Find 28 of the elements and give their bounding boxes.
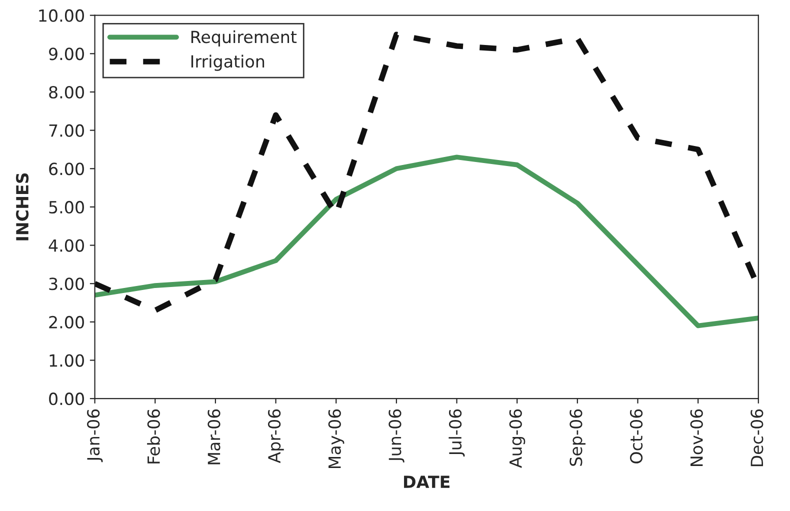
- legend-label: Requirement: [191, 30, 297, 46]
- y-axis-title: INCHES: [16, 173, 29, 240]
- x-tick-label: Jul-06: [448, 409, 465, 456]
- x-tick-label: Nov-06: [690, 409, 703, 466]
- x-tick-label: Aug-06: [509, 409, 526, 468]
- y-tick-label: 9.00: [49, 48, 84, 60]
- y-tick-label: 8.00: [49, 86, 84, 99]
- x-axis-title: DATE: [404, 476, 450, 488]
- legend-label: Irrigation: [191, 54, 264, 71]
- x-tick-label: Sep-06: [570, 409, 586, 466]
- x-tick-label: Oct-06: [630, 409, 643, 464]
- y-tick-label: 1.00: [50, 354, 84, 367]
- y-tick-label: 2.00: [49, 316, 84, 328]
- line-series: [94, 154, 758, 328]
- y-tick-label: 6.00: [49, 162, 84, 176]
- x-tick-label: Feb-06: [147, 409, 160, 464]
- y-tick-label: 0.00: [49, 392, 84, 406]
- y-tick-label: 3.00: [49, 278, 84, 290]
- x-tick-label: Dec-06: [750, 409, 764, 466]
- x-tick-label: Jan-06: [87, 409, 103, 462]
- y-tick-label: 5.00: [49, 200, 84, 214]
- y-tick-label: 7.00: [49, 124, 84, 137]
- y-tick-label: 10.00: [39, 9, 84, 22]
- x-tick-label: Jun-06: [388, 409, 404, 462]
- x-tick-label: Mar-06: [208, 409, 220, 464]
- x-tick-label: Apr-06: [268, 409, 284, 464]
- y-tick-label: 4.00: [48, 239, 84, 252]
- x-tick-label: May-06: [328, 409, 344, 468]
